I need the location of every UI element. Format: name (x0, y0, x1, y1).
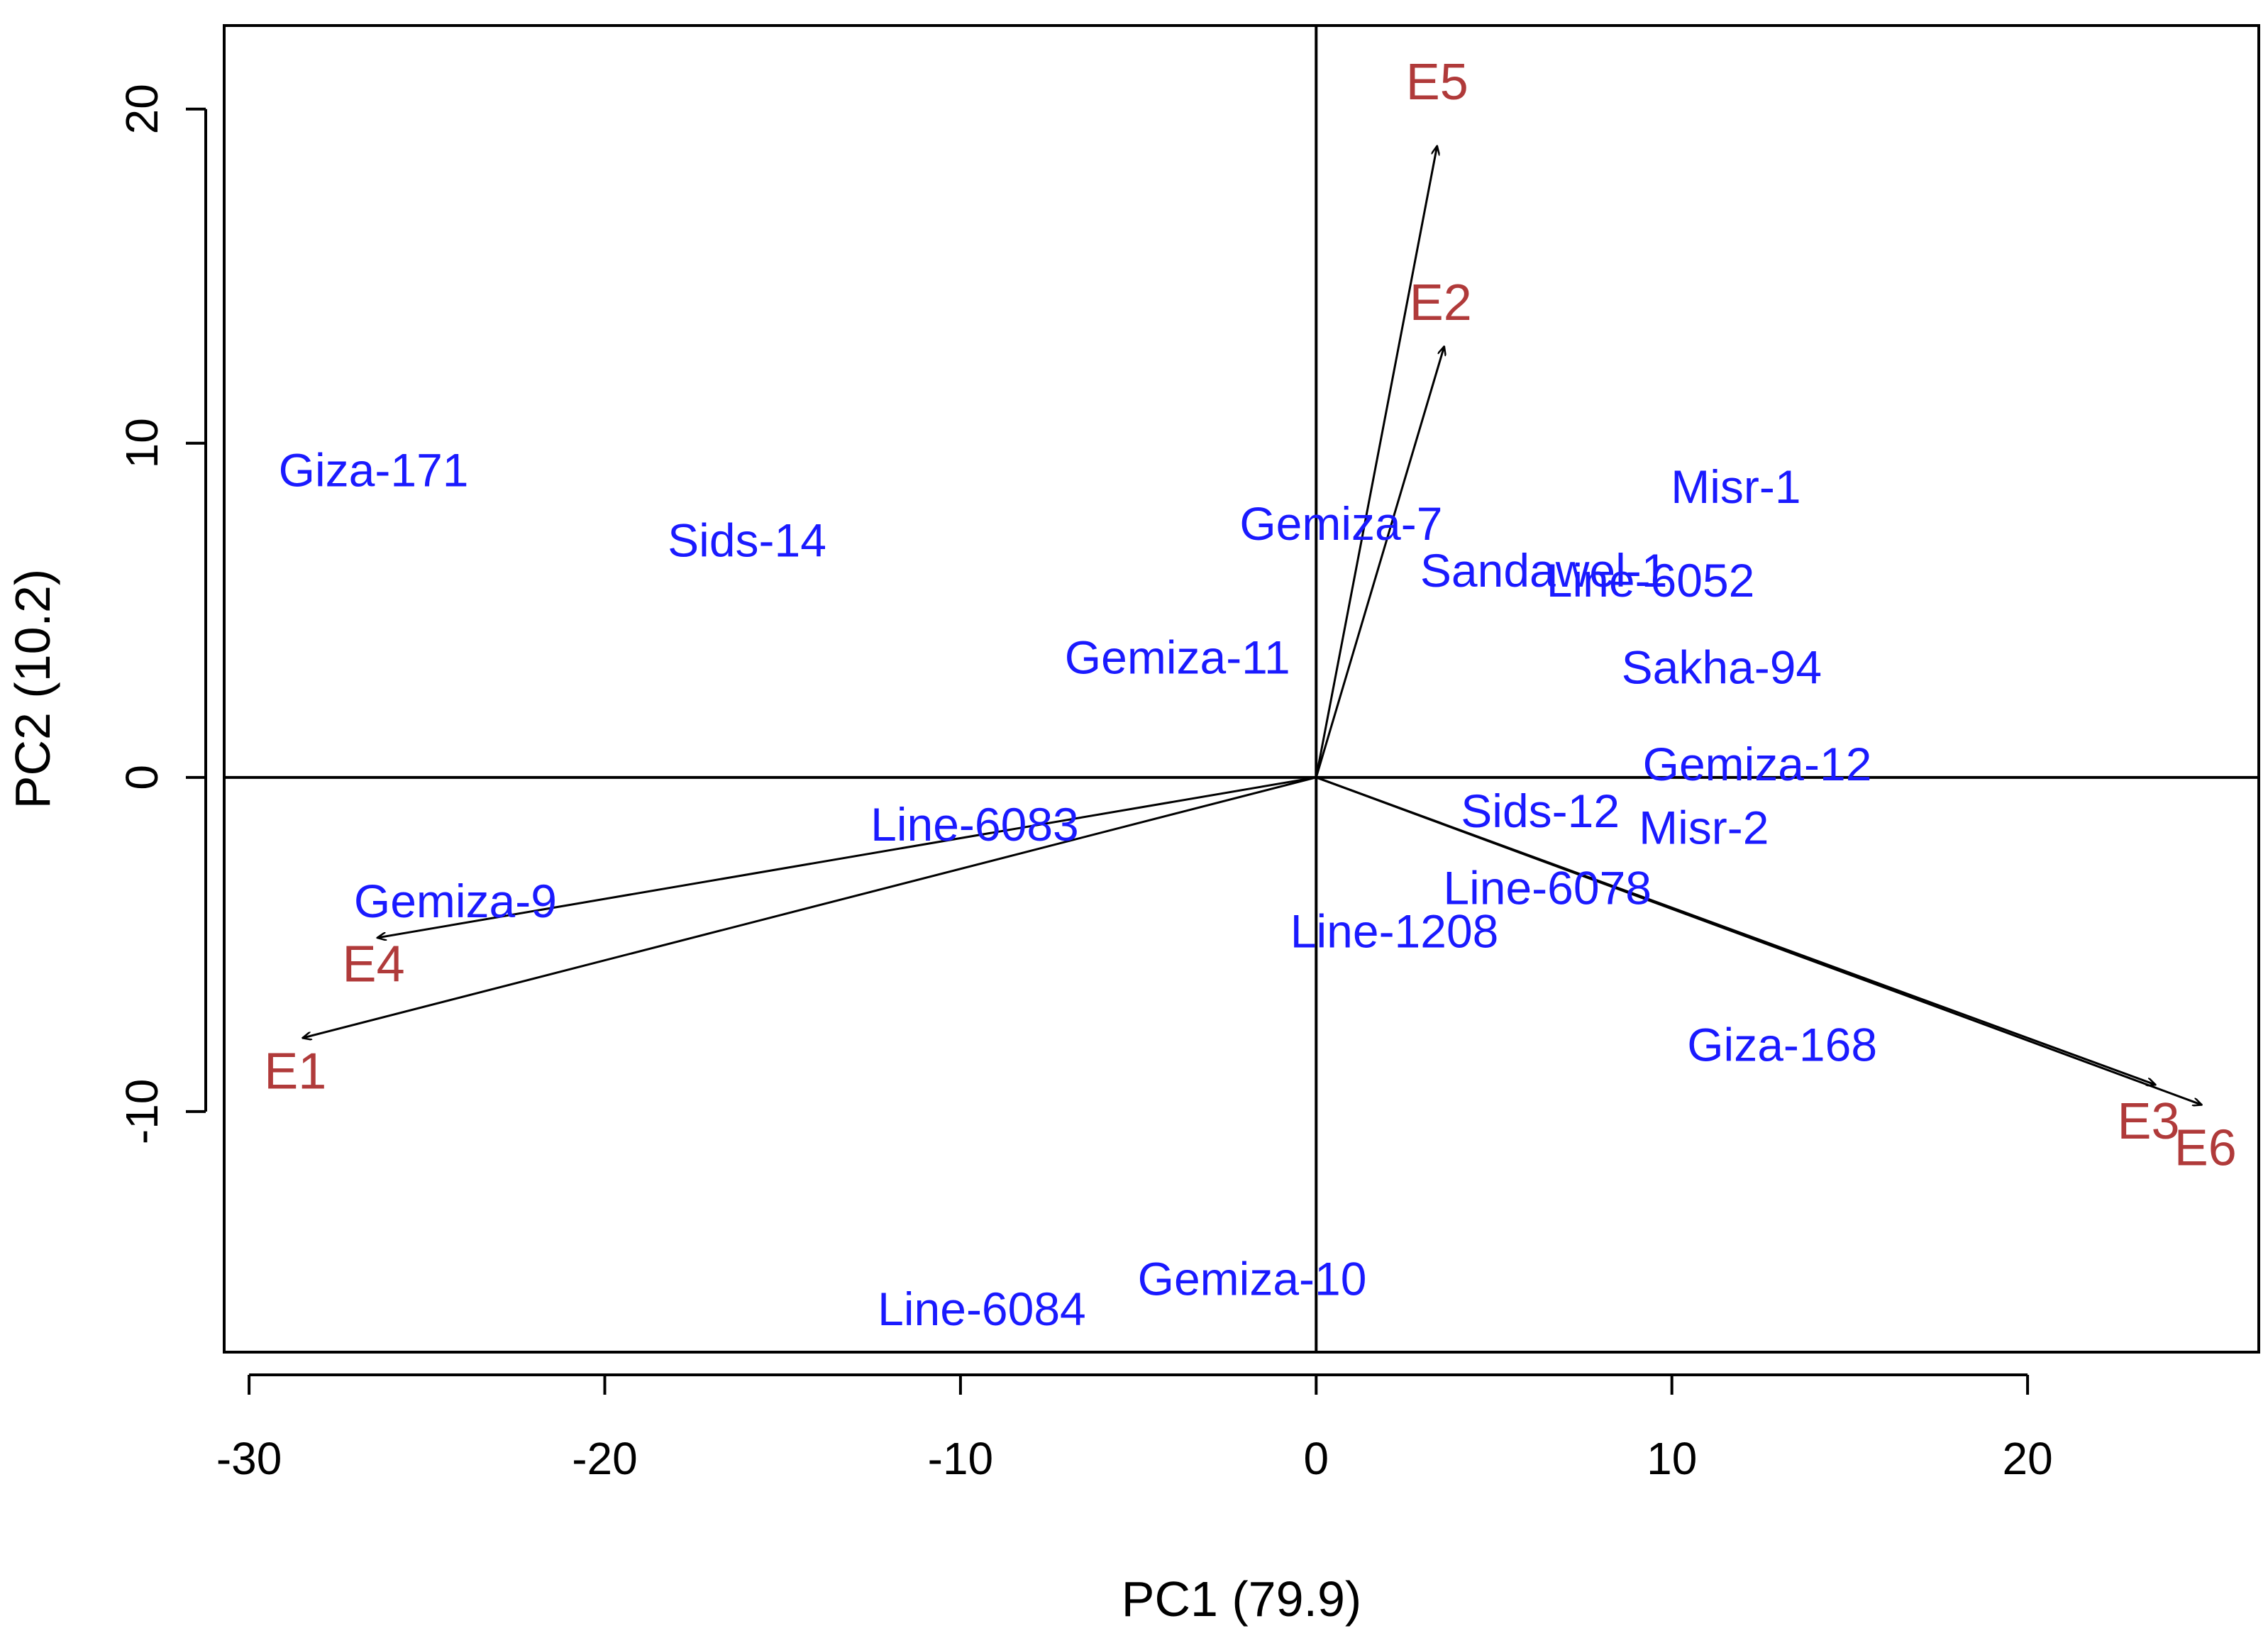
y-tick-label: -10 (116, 1079, 167, 1145)
environment-label: E1 (264, 1043, 326, 1100)
genotype-label: Gemiza-11 (1065, 631, 1290, 683)
environment-label: E5 (1406, 54, 1468, 111)
environment-label: E3 (2118, 1093, 2180, 1150)
genotype-label: Line-6052 (1547, 554, 1755, 607)
x-tick-label: -20 (572, 1433, 638, 1484)
vector-e4 (377, 776, 1317, 938)
genotype-label: Line-6083 (870, 798, 1079, 851)
environment-label: E4 (343, 936, 405, 993)
genotype-label: Sids-12 (1461, 785, 1620, 837)
environment-label: E2 (1410, 275, 1472, 331)
x-axis-title: PC1 (79.9) (1122, 1571, 1361, 1627)
vector-e6 (1315, 776, 2201, 1105)
genotype-label: Gemiza-7 (1239, 497, 1442, 550)
genotype-label: Misr-1 (1671, 460, 1800, 513)
genotype-label: Giza-171 (279, 443, 469, 496)
genotype-label: Gemiza-10 (1138, 1252, 1367, 1305)
genotype-label: Sandawel-1 (1420, 544, 1668, 597)
genotype-label: Sakha-94 (1622, 641, 1822, 693)
vector-e2 (1315, 346, 1444, 778)
genotype-label: Misr-2 (1639, 801, 1769, 853)
vector-e5 (1315, 146, 1437, 778)
environment-vectors (302, 146, 2201, 1105)
x-tick-label: 20 (2002, 1433, 2052, 1484)
genotype-label: Line-1208 (1290, 905, 1499, 957)
y-tick-label: 0 (116, 765, 167, 790)
vector-e1 (302, 776, 1317, 1038)
genotype-label: Line-6084 (878, 1283, 1086, 1335)
y-tick-label: 20 (116, 84, 167, 134)
genotype-label: Sids-14 (668, 514, 826, 566)
environment-labels: E1 E2 E3 E4 E5 E6 (264, 54, 2237, 1177)
plot-frame (223, 24, 2260, 1354)
x-tick-label: 0 (1303, 1433, 1329, 1484)
environment-label: E6 (2174, 1120, 2237, 1177)
y-axis: -10 0 10 20 (116, 84, 207, 1145)
y-axis-title: PC2 (10.2) (5, 569, 60, 809)
genotype-label: Gemiza-9 (354, 875, 557, 927)
x-tick-label: -30 (216, 1433, 282, 1484)
x-axis: -30 -20 -10 0 10 20 (216, 1373, 2053, 1484)
genotype-label: Line-6078 (1443, 861, 1652, 914)
x-tick-label: 10 (1647, 1433, 1697, 1484)
y-tick-label: 10 (116, 418, 167, 468)
genotype-label: Giza-168 (1687, 1019, 1877, 1071)
genotype-label: Gemiza-12 (1643, 738, 1872, 790)
x-tick-label: -10 (928, 1433, 994, 1484)
